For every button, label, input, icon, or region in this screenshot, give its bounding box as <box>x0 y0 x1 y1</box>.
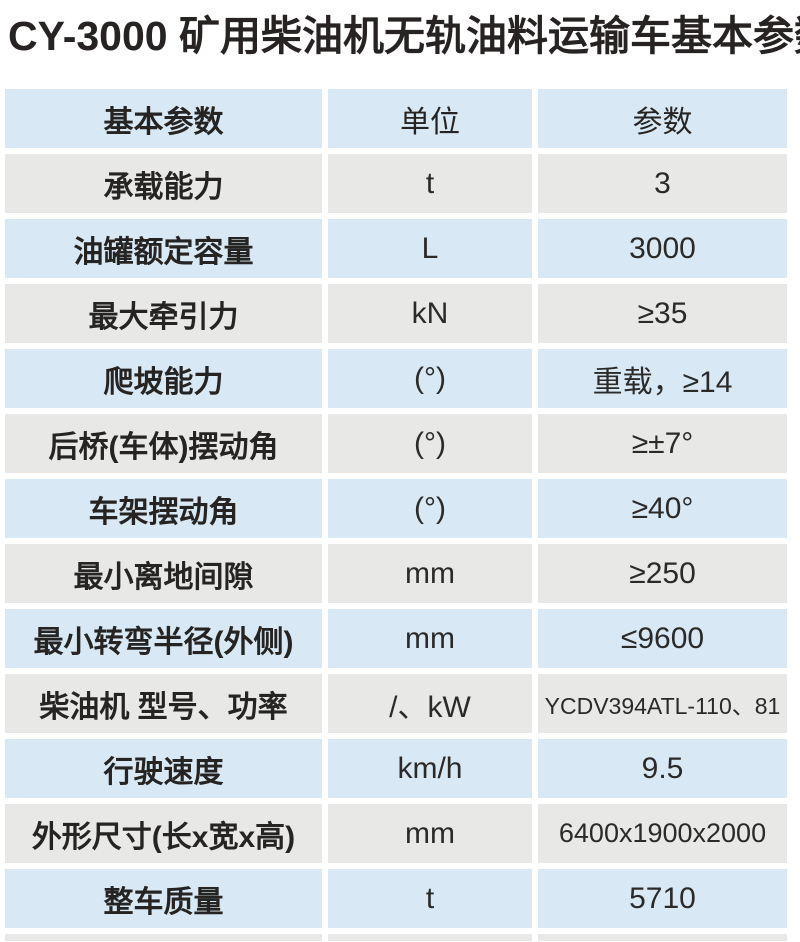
row-value: 5710 <box>538 869 787 929</box>
row-value: ≥35 <box>538 284 787 344</box>
spec-table: 基本参数 单位 参数 承载能力 t 3 油罐额定容量 L 3000 最大牵引力 kN ≥35 爬坡… <box>5 89 787 942</box>
row-param-label: 柴油机 型号、功率 <box>5 674 322 734</box>
row-value: ≥40° <box>538 479 787 539</box>
row-param-label: 最小转弯半径(外侧) <box>5 609 322 669</box>
table-row: 最大牵引力 kN ≥35 <box>5 284 787 344</box>
row-unit: mm <box>328 609 532 669</box>
row-unit: (°) <box>328 479 532 539</box>
table-header-row: 基本参数 单位 参数 <box>5 89 787 149</box>
table-row: 外形尺寸(长x宽x高) mm 6400x1900x2000 <box>5 804 787 864</box>
row-unit: t <box>328 869 532 929</box>
row-value: 3000 <box>538 219 787 279</box>
table-row: 整车质量 t 5710 <box>5 869 787 929</box>
row-param-label: 承载能力 <box>5 154 322 214</box>
row-unit: (°) <box>328 414 532 474</box>
page-title: CY-3000 矿用柴油机无轨油料运输车基本参数 <box>8 13 800 59</box>
table-row: 后桥(车体)摆动角 (°) ≥±7° <box>5 414 787 474</box>
row-value: ≥±7° <box>538 414 787 474</box>
table-row: 承载能力 t 3 <box>5 154 787 214</box>
row-value: 重载，≥14 <box>538 349 787 409</box>
row-value: 3 <box>538 154 787 214</box>
table-row: 车架摆动角 (°) ≥40° <box>5 479 787 539</box>
row-param-label: 车架摆动角 <box>5 479 322 539</box>
row-unit: L <box>328 219 532 279</box>
row-param-label: 爬坡能力 <box>5 349 322 409</box>
table-row: 柴油机 型号、功率/、kW YCDV394ATL-110、81 <box>5 674 787 734</box>
row-param-label: 油罐额定容量 <box>5 219 322 279</box>
column-header-unit: 单位 <box>328 89 532 149</box>
row-value: ≤9600 <box>538 609 787 669</box>
row-param-label: 整车质量 <box>5 869 322 929</box>
row-value: 9.5 <box>538 739 787 799</box>
table-row: 行驶速度 km/h 9.5 <box>5 739 787 799</box>
partial-cell <box>328 934 532 942</box>
row-unit: /、kW <box>328 674 532 734</box>
row-unit: km/h <box>328 739 532 799</box>
partial-cell <box>5 934 322 942</box>
row-param-label: 最大牵引力 <box>5 284 322 344</box>
table-row: 最小转弯半径(外侧) mm ≤9600 <box>5 609 787 669</box>
row-unit: kN <box>328 284 532 344</box>
partial-cell <box>538 934 787 942</box>
column-header-basic-params: 基本参数 <box>5 89 322 149</box>
row-unit: (°) <box>328 349 532 409</box>
table-partial-row-cutoff <box>5 934 787 942</box>
row-value: YCDV394ATL-110、81 <box>538 674 787 734</box>
column-header-value: 参数 <box>538 89 787 149</box>
row-param-label: 外形尺寸(长x宽x高) <box>5 804 322 864</box>
table-body: 承载能力 t 3 油罐额定容量 L 3000 最大牵引力 kN ≥35 爬坡能力 (°) 重载，≥14… <box>5 154 787 929</box>
row-param-label: 最小离地间隙 <box>5 544 322 604</box>
row-param-label: 行驶速度 <box>5 739 322 799</box>
row-unit: mm <box>328 544 532 604</box>
row-value: 6400x1900x2000 <box>538 804 787 864</box>
row-param-label: 后桥(车体)摆动角 <box>5 414 322 474</box>
table-row: 油罐额定容量 L 3000 <box>5 219 787 279</box>
table-row: 爬坡能力 (°) 重载，≥14 <box>5 349 787 409</box>
row-unit: t <box>328 154 532 214</box>
row-value: ≥250 <box>538 544 787 604</box>
table-row: 最小离地间隙 mm ≥250 <box>5 544 787 604</box>
row-unit: mm <box>328 804 532 864</box>
